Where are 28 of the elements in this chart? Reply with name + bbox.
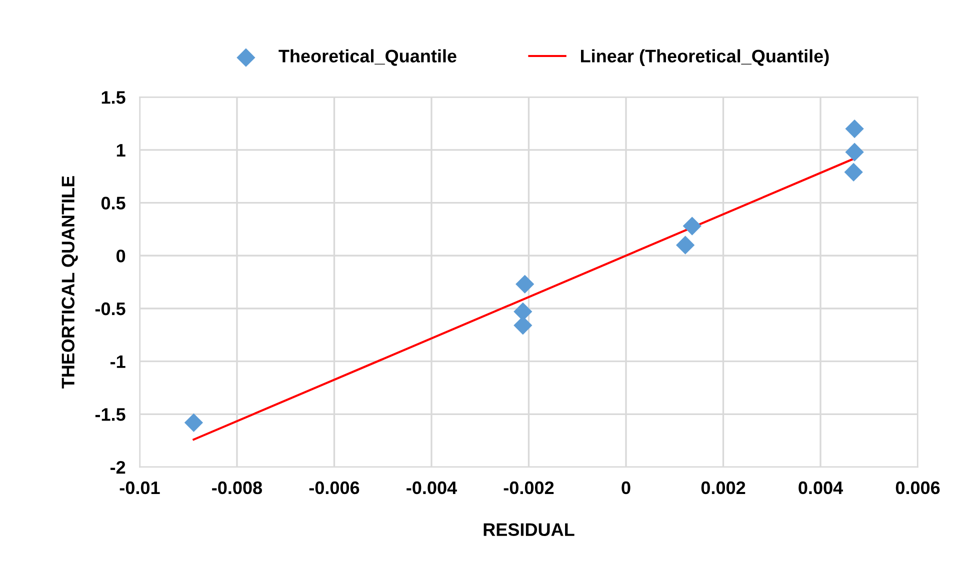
y-tick-label: -2	[110, 460, 126, 474]
legend-label: Theoretical_Quantile	[278, 49, 456, 66]
y-tick-label: -1.5	[95, 408, 126, 421]
y-tick-label: 1	[116, 144, 126, 156]
x-tick-label: 0	[622, 481, 630, 494]
point	[845, 119, 864, 138]
legend-label: Linear (Theoretical_Quantile)	[581, 49, 829, 66]
x-tick-label: -0.008	[212, 481, 262, 494]
x-tick-label: -0.004	[406, 481, 457, 494]
y-tick-label: 1.5	[102, 91, 126, 104]
point	[844, 162, 863, 182]
x-tick-label: 0.006	[896, 481, 940, 494]
point	[676, 236, 695, 254]
x-tick-label: -0.006	[309, 481, 360, 494]
x-tick-label: -0.01	[120, 481, 160, 494]
y-tick-label: -0.5	[95, 302, 126, 316]
x-tick-label: 0.002	[701, 481, 746, 494]
point	[845, 142, 864, 162]
y-tick-label: -1	[110, 355, 126, 368]
x-tick-label: -0.002	[504, 481, 554, 494]
point	[184, 413, 204, 432]
y-axis-title: THEORTICAL QUANTILE	[62, 176, 78, 389]
point	[516, 274, 534, 294]
y-tick-label: 0.5	[101, 196, 126, 210]
x-tick-label: 0.004	[798, 481, 844, 494]
y-tick-label: 0	[116, 250, 126, 262]
point	[682, 216, 702, 236]
x-axis-title: RESIDUAL	[484, 523, 574, 536]
